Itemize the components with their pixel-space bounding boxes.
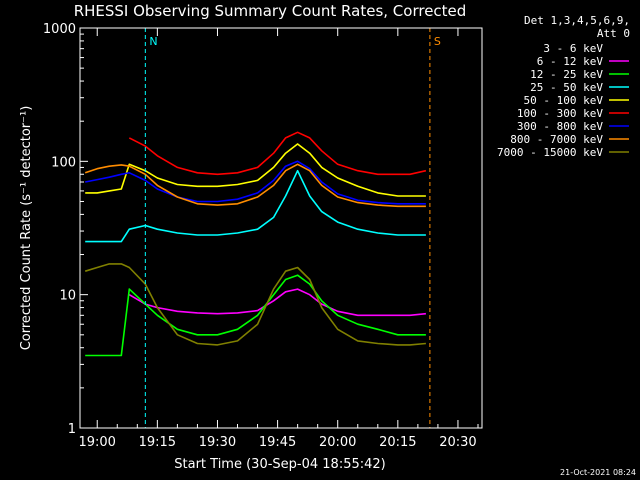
series-line [84, 263, 426, 346]
legend-entry: 6 - 12 keV [537, 55, 604, 68]
series-line [85, 169, 426, 243]
footer-timestamp: 21-Oct-2021 08:24 [560, 468, 636, 477]
legend-entry: 25 - 50 keV [530, 81, 603, 94]
series-layer [84, 131, 427, 424]
x-tick-label: 20:00 [319, 435, 356, 450]
legend-entry: 3 - 6 keV [543, 42, 603, 55]
y-tick-label: 1000 [43, 22, 76, 37]
series-line [85, 274, 426, 357]
legend-header: Det 1,3,4,5,6,9, [524, 14, 630, 27]
legend-entry: 7000 - 15000 keV [497, 146, 603, 159]
x-tick-label: 19:45 [259, 435, 296, 450]
series-line [128, 131, 427, 176]
legend-entry: 800 - 7000 keV [510, 133, 603, 146]
x-axis: 19:00 19:15 19:30 19:45 20:00 20:15 20:30 [78, 28, 479, 450]
x-axis-label: Start Time (30-Sep-04 18:55:42) [174, 457, 385, 472]
y-tick-label: 100 [51, 155, 76, 170]
series-line [128, 288, 426, 317]
series-line [128, 318, 426, 424]
y-axis-label: Corrected Count Rate (s⁻¹ detector⁻¹) [19, 106, 34, 351]
annotation-label: S [434, 35, 441, 48]
legend-header: Att 0 [597, 27, 630, 40]
x-tick-label: 20:15 [379, 435, 416, 450]
legend-entry: 12 - 25 keV [530, 68, 603, 81]
y-tick-label: 10 [59, 289, 76, 304]
chart-title: RHESSI Observing Summary Count Rates, Co… [74, 2, 467, 20]
x-tick-label: 19:15 [139, 435, 176, 450]
plot-frame [79, 27, 483, 429]
x-tick-label: 20:30 [439, 435, 476, 450]
x-tick-label: 19:00 [78, 435, 115, 450]
legend-entry: 50 - 100 keV [524, 94, 604, 107]
x-tick-label: 19:30 [199, 435, 236, 450]
legend-entry: 300 - 800 keV [517, 120, 603, 133]
series-line [85, 160, 426, 205]
y-axis: 1 10 100 1000 [43, 22, 88, 437]
series-line [84, 163, 426, 208]
legend-entry: 100 - 300 keV [517, 107, 603, 120]
y-tick-label: 1 [68, 422, 76, 437]
annotation-label: N [149, 35, 157, 48]
